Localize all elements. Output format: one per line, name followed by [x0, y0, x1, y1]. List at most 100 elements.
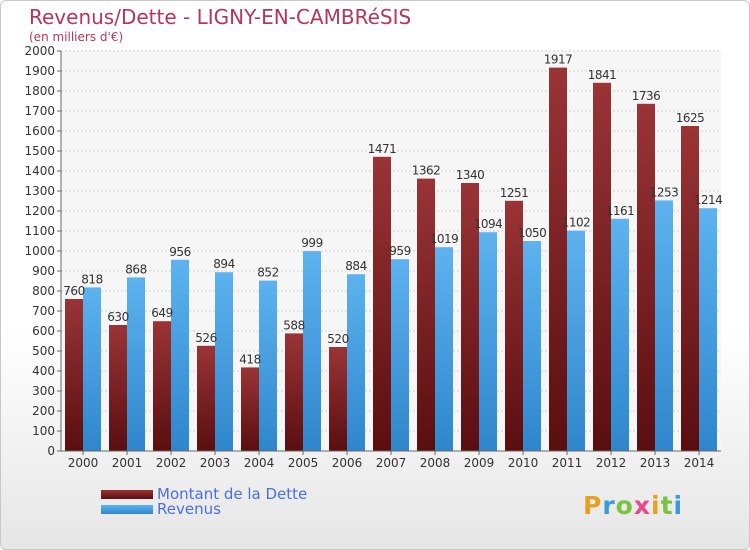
- chart-subtitle: (en milliers d'€): [29, 30, 124, 44]
- proxiti-logo: Proxiti: [583, 491, 683, 520]
- data-label-revenue: 1214: [694, 193, 723, 207]
- bar-debt: [65, 299, 83, 451]
- chart-title: Revenus/Dette - LIGNY-EN-CAMBRéSIS: [29, 5, 412, 29]
- legend-swatch-revenue: [101, 505, 153, 514]
- data-label-revenue: 999: [301, 236, 322, 250]
- bar-revenue: [127, 277, 145, 451]
- data-label-debt: 526: [195, 331, 216, 345]
- logo-letter: i: [673, 491, 684, 520]
- x-tick-label: 2001: [112, 456, 143, 470]
- data-label-revenue: 1094: [474, 217, 503, 231]
- bar-debt: [593, 82, 611, 452]
- y-tick-label: 1900: [24, 64, 55, 78]
- data-label-debt: 1471: [368, 142, 397, 156]
- x-tick-label: 2002: [156, 456, 187, 470]
- y-tick-label: 900: [32, 264, 55, 278]
- x-tick-label: 2009: [464, 456, 495, 470]
- bar-debt: [197, 345, 215, 451]
- y-tick-label: 2000: [24, 44, 55, 58]
- bar-debt: [329, 347, 347, 451]
- bar-debt: [153, 321, 171, 451]
- data-label-debt: 418: [239, 352, 260, 366]
- bar-revenue: [391, 259, 409, 451]
- data-label-debt: 1917: [544, 53, 573, 67]
- data-label-revenue: 1102: [562, 216, 591, 230]
- data-label-debt: 520: [327, 332, 348, 346]
- data-label-debt: 1841: [588, 68, 617, 82]
- bar-revenue: [655, 200, 673, 451]
- y-tick-label: 400: [32, 364, 55, 378]
- x-tick-label: 2012: [596, 456, 627, 470]
- bar-revenue: [435, 247, 453, 451]
- bar-debt: [549, 67, 567, 451]
- data-label-revenue: 956: [169, 245, 190, 259]
- x-tick-label: 2014: [684, 456, 715, 470]
- logo-letter: o: [615, 491, 634, 520]
- y-tick-label: 0: [47, 444, 55, 458]
- x-tick-label: 2007: [376, 456, 407, 470]
- y-tick-label: 700: [32, 304, 55, 318]
- x-tick-label: 2010: [508, 456, 539, 470]
- y-tick-label: 1200: [24, 204, 55, 218]
- bar-debt: [417, 178, 435, 451]
- data-label-revenue: 884: [345, 259, 366, 273]
- bar-debt: [505, 200, 523, 451]
- bar-debt: [461, 183, 479, 451]
- bar-debt: [241, 367, 259, 451]
- bar-revenue: [567, 230, 585, 451]
- data-label-debt: 630: [107, 310, 128, 324]
- x-tick-label: 2005: [288, 456, 319, 470]
- y-tick-label: 1400: [24, 164, 55, 178]
- bar-revenue: [171, 259, 189, 451]
- legend-label-debt: Montant de la Dette: [157, 485, 308, 503]
- data-label-debt: 760: [63, 284, 84, 298]
- data-label-revenue: 1253: [650, 185, 679, 199]
- bar-revenue: [83, 287, 101, 451]
- data-label-revenue: 868: [125, 262, 146, 276]
- bar-revenue: [347, 274, 365, 451]
- y-tick-label: 1600: [24, 124, 55, 138]
- bar-revenue: [259, 280, 277, 451]
- bar-debt: [637, 103, 655, 452]
- bar-revenue: [611, 218, 629, 451]
- bar-revenue: [523, 241, 541, 451]
- y-tick-label: 1300: [24, 184, 55, 198]
- bar-debt: [373, 156, 391, 452]
- data-label-revenue: 818: [81, 272, 102, 286]
- data-label-revenue: 1161: [606, 204, 635, 218]
- legend-swatch-debt: [101, 490, 153, 499]
- bar-debt: [109, 325, 127, 451]
- y-tick-label: 500: [32, 344, 55, 358]
- bar-debt: [285, 333, 303, 451]
- y-tick-label: 1700: [24, 104, 55, 118]
- x-tick-label: 2000: [68, 456, 99, 470]
- data-label-debt: 1251: [500, 186, 529, 200]
- data-label-revenue: 1050: [518, 226, 547, 240]
- y-tick-label: 1800: [24, 84, 55, 98]
- data-label-debt: 1362: [412, 164, 441, 178]
- logo-letter: i: [651, 491, 661, 520]
- bar-revenue: [303, 251, 321, 451]
- data-label-debt: 1736: [632, 89, 661, 103]
- y-tick-label: 1000: [24, 244, 55, 258]
- y-tick-label: 300: [32, 384, 55, 398]
- logo-letter: x: [633, 491, 651, 520]
- y-tick-label: 800: [32, 284, 55, 298]
- y-tick-label: 600: [32, 324, 55, 338]
- logo-letter: P: [583, 491, 603, 520]
- data-label-revenue: 1019: [430, 232, 459, 246]
- y-tick-label: 100: [32, 424, 55, 438]
- data-label-revenue: 852: [257, 266, 278, 280]
- bar-revenue: [479, 232, 497, 451]
- y-tick-label: 1500: [24, 144, 55, 158]
- data-label-debt: 1625: [676, 111, 705, 125]
- x-tick-label: 2004: [244, 456, 275, 470]
- x-tick-label: 2006: [332, 456, 363, 470]
- y-tick-label: 200: [32, 404, 55, 418]
- x-tick-label: 2003: [200, 456, 231, 470]
- bar-revenue: [699, 208, 717, 451]
- data-label-debt: 649: [151, 306, 172, 320]
- data-label-revenue: 894: [213, 257, 234, 271]
- legend-label-revenue: Revenus: [157, 500, 221, 518]
